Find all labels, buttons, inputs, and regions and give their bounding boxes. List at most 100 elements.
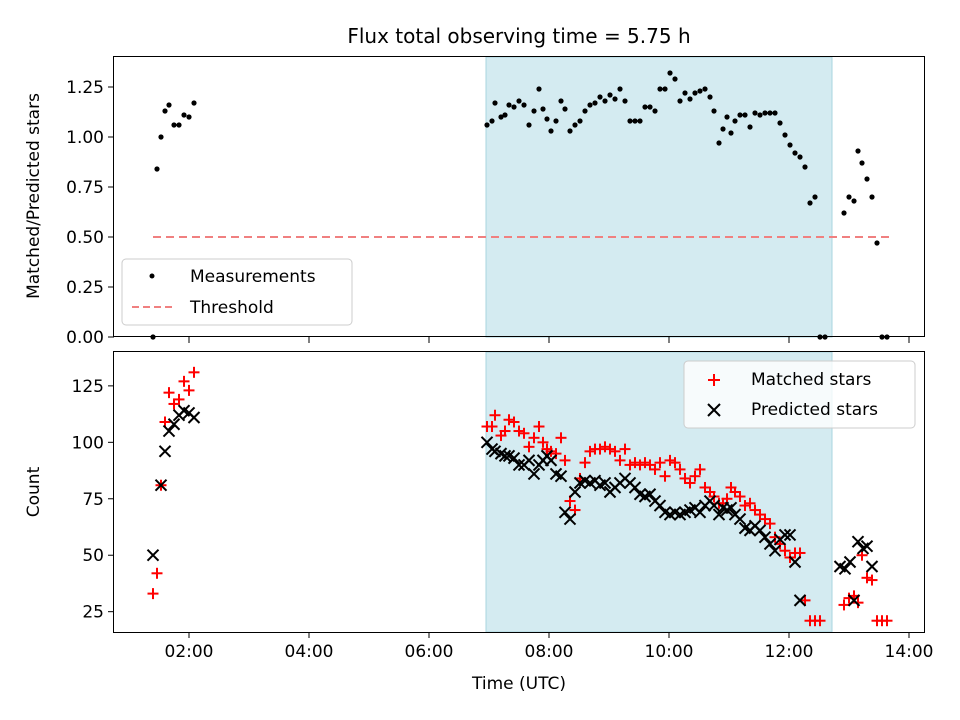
matched-star-point: [614, 454, 626, 466]
matched-star-point: [639, 457, 651, 469]
measurement-point: [762, 110, 768, 116]
predicted-star-point: [783, 528, 797, 542]
measurement-point: [553, 118, 559, 124]
measurement-point: [752, 110, 758, 116]
measurement-point: [506, 102, 512, 108]
measurement-point: [166, 102, 172, 108]
measurement-point: [720, 126, 726, 132]
x-tick-label: 12:00: [765, 642, 814, 662]
measurement-point: [612, 96, 618, 102]
predicted-star-point: [628, 481, 642, 494]
predicted-star-point: [838, 562, 852, 575]
predicted-star-point: [778, 528, 792, 542]
measurement-point: [772, 110, 778, 116]
matched-star-point: [881, 615, 893, 627]
measurement-point: [632, 118, 638, 124]
measurement-point: [597, 94, 603, 100]
legend-measurements-marker: [149, 273, 155, 279]
top-y-tick-label: 0.00: [66, 328, 104, 348]
predicted-star-point: [568, 485, 582, 499]
x-tick-label: 02:00: [165, 642, 214, 662]
predicted-star-point: [643, 488, 657, 501]
top-legend: Measurements Threshold: [121, 258, 353, 326]
top-axis-ticks: 0.00 0.25 0.50 0.75 1.00 1.25: [66, 78, 910, 348]
x-tick-label: 04:00: [285, 642, 334, 662]
bottom-legend: Matched stars Predicted stars: [683, 360, 916, 429]
measurement-point: [562, 106, 568, 112]
predicted-star-point: [793, 594, 807, 607]
predicted-star-point: [860, 539, 874, 553]
legend-matched-label: Matched stars: [751, 370, 871, 390]
top-axes-frame: [113, 56, 925, 337]
measurement-point: [548, 128, 554, 134]
measurement-point: [667, 70, 673, 76]
matched-star-point: [866, 574, 878, 586]
top-shaded-region: [485, 56, 833, 338]
predicted-star-point: [512, 458, 526, 472]
matched-star-point: [555, 432, 567, 444]
measurement-point: [647, 104, 653, 110]
measurement-point: [637, 118, 643, 124]
matched-star-point: [624, 459, 636, 471]
measurement-point: [582, 108, 588, 114]
measurement-point: [617, 86, 623, 92]
bottom-axes-frame: [113, 351, 925, 633]
measurement-point: [767, 110, 773, 116]
measurement-point: [622, 98, 628, 104]
measurement-point: [841, 210, 847, 216]
top-y-tick-label: 1.00: [66, 128, 104, 148]
predicted-star-point: [653, 499, 667, 512]
matched-star-point: [503, 414, 515, 426]
top-y-tick-label: 0.25: [66, 278, 104, 298]
measurement-point: [652, 108, 658, 114]
measurement-point: [782, 132, 788, 138]
measurement-point: [577, 118, 583, 124]
x-tick-label: 14:00: [885, 642, 934, 662]
predicted-star-point: [693, 506, 707, 519]
bottom-data-marks: [146, 366, 893, 627]
predicted-star-point: [843, 555, 857, 569]
predicted-star-point: [851, 535, 865, 548]
predicted-star-point: [544, 454, 558, 467]
measurement-point: [540, 106, 546, 112]
predicted-star-point: [146, 549, 160, 562]
matched-star-point: [508, 416, 520, 428]
predicted-star-point: [162, 424, 176, 438]
bottom-y-tick-label: 125: [72, 377, 104, 397]
measurement-point: [737, 112, 743, 118]
legend-predicted-label: Predicted stars: [751, 400, 878, 420]
measurement-point: [587, 102, 593, 108]
matched-star-point: [838, 599, 850, 611]
matched-star-point: [584, 445, 596, 457]
matched-star-point: [178, 375, 190, 387]
top-shade-rect: [485, 56, 833, 338]
bottom-y-tick-label: 75: [82, 490, 104, 510]
measurement-point: [657, 86, 663, 92]
matched-star-point: [183, 384, 195, 396]
legend-measurements-label: Measurements: [190, 267, 316, 287]
measurement-point: [716, 140, 722, 146]
matched-star-point: [599, 441, 611, 453]
matched-star-point: [537, 436, 549, 448]
matched-star-point: [173, 393, 185, 405]
predicted-star-point: [763, 537, 777, 551]
predicted-star-point: [753, 524, 767, 537]
predicted-star-point: [758, 530, 772, 544]
bottom-y-tick-label: 25: [82, 603, 104, 623]
measurement-point: [672, 76, 678, 82]
measurement-point: [869, 194, 875, 200]
bottom-y-tick-label: 50: [82, 546, 104, 566]
measurement-point: [572, 122, 578, 128]
top-data-marks: [150, 70, 891, 340]
measurement-point: [567, 128, 573, 134]
measurement-point: [662, 86, 668, 92]
predicted-star-point: [847, 594, 861, 607]
top-y-tick-label: 0.50: [66, 228, 104, 248]
measurement-point: [697, 88, 703, 94]
measurement-point: [677, 98, 683, 104]
top-y-tick-label: 0.75: [66, 178, 104, 198]
measurement-point: [711, 108, 717, 114]
top-y-axis-label: Matched/Predicted stars: [24, 93, 44, 299]
matched-star-point: [499, 425, 511, 437]
